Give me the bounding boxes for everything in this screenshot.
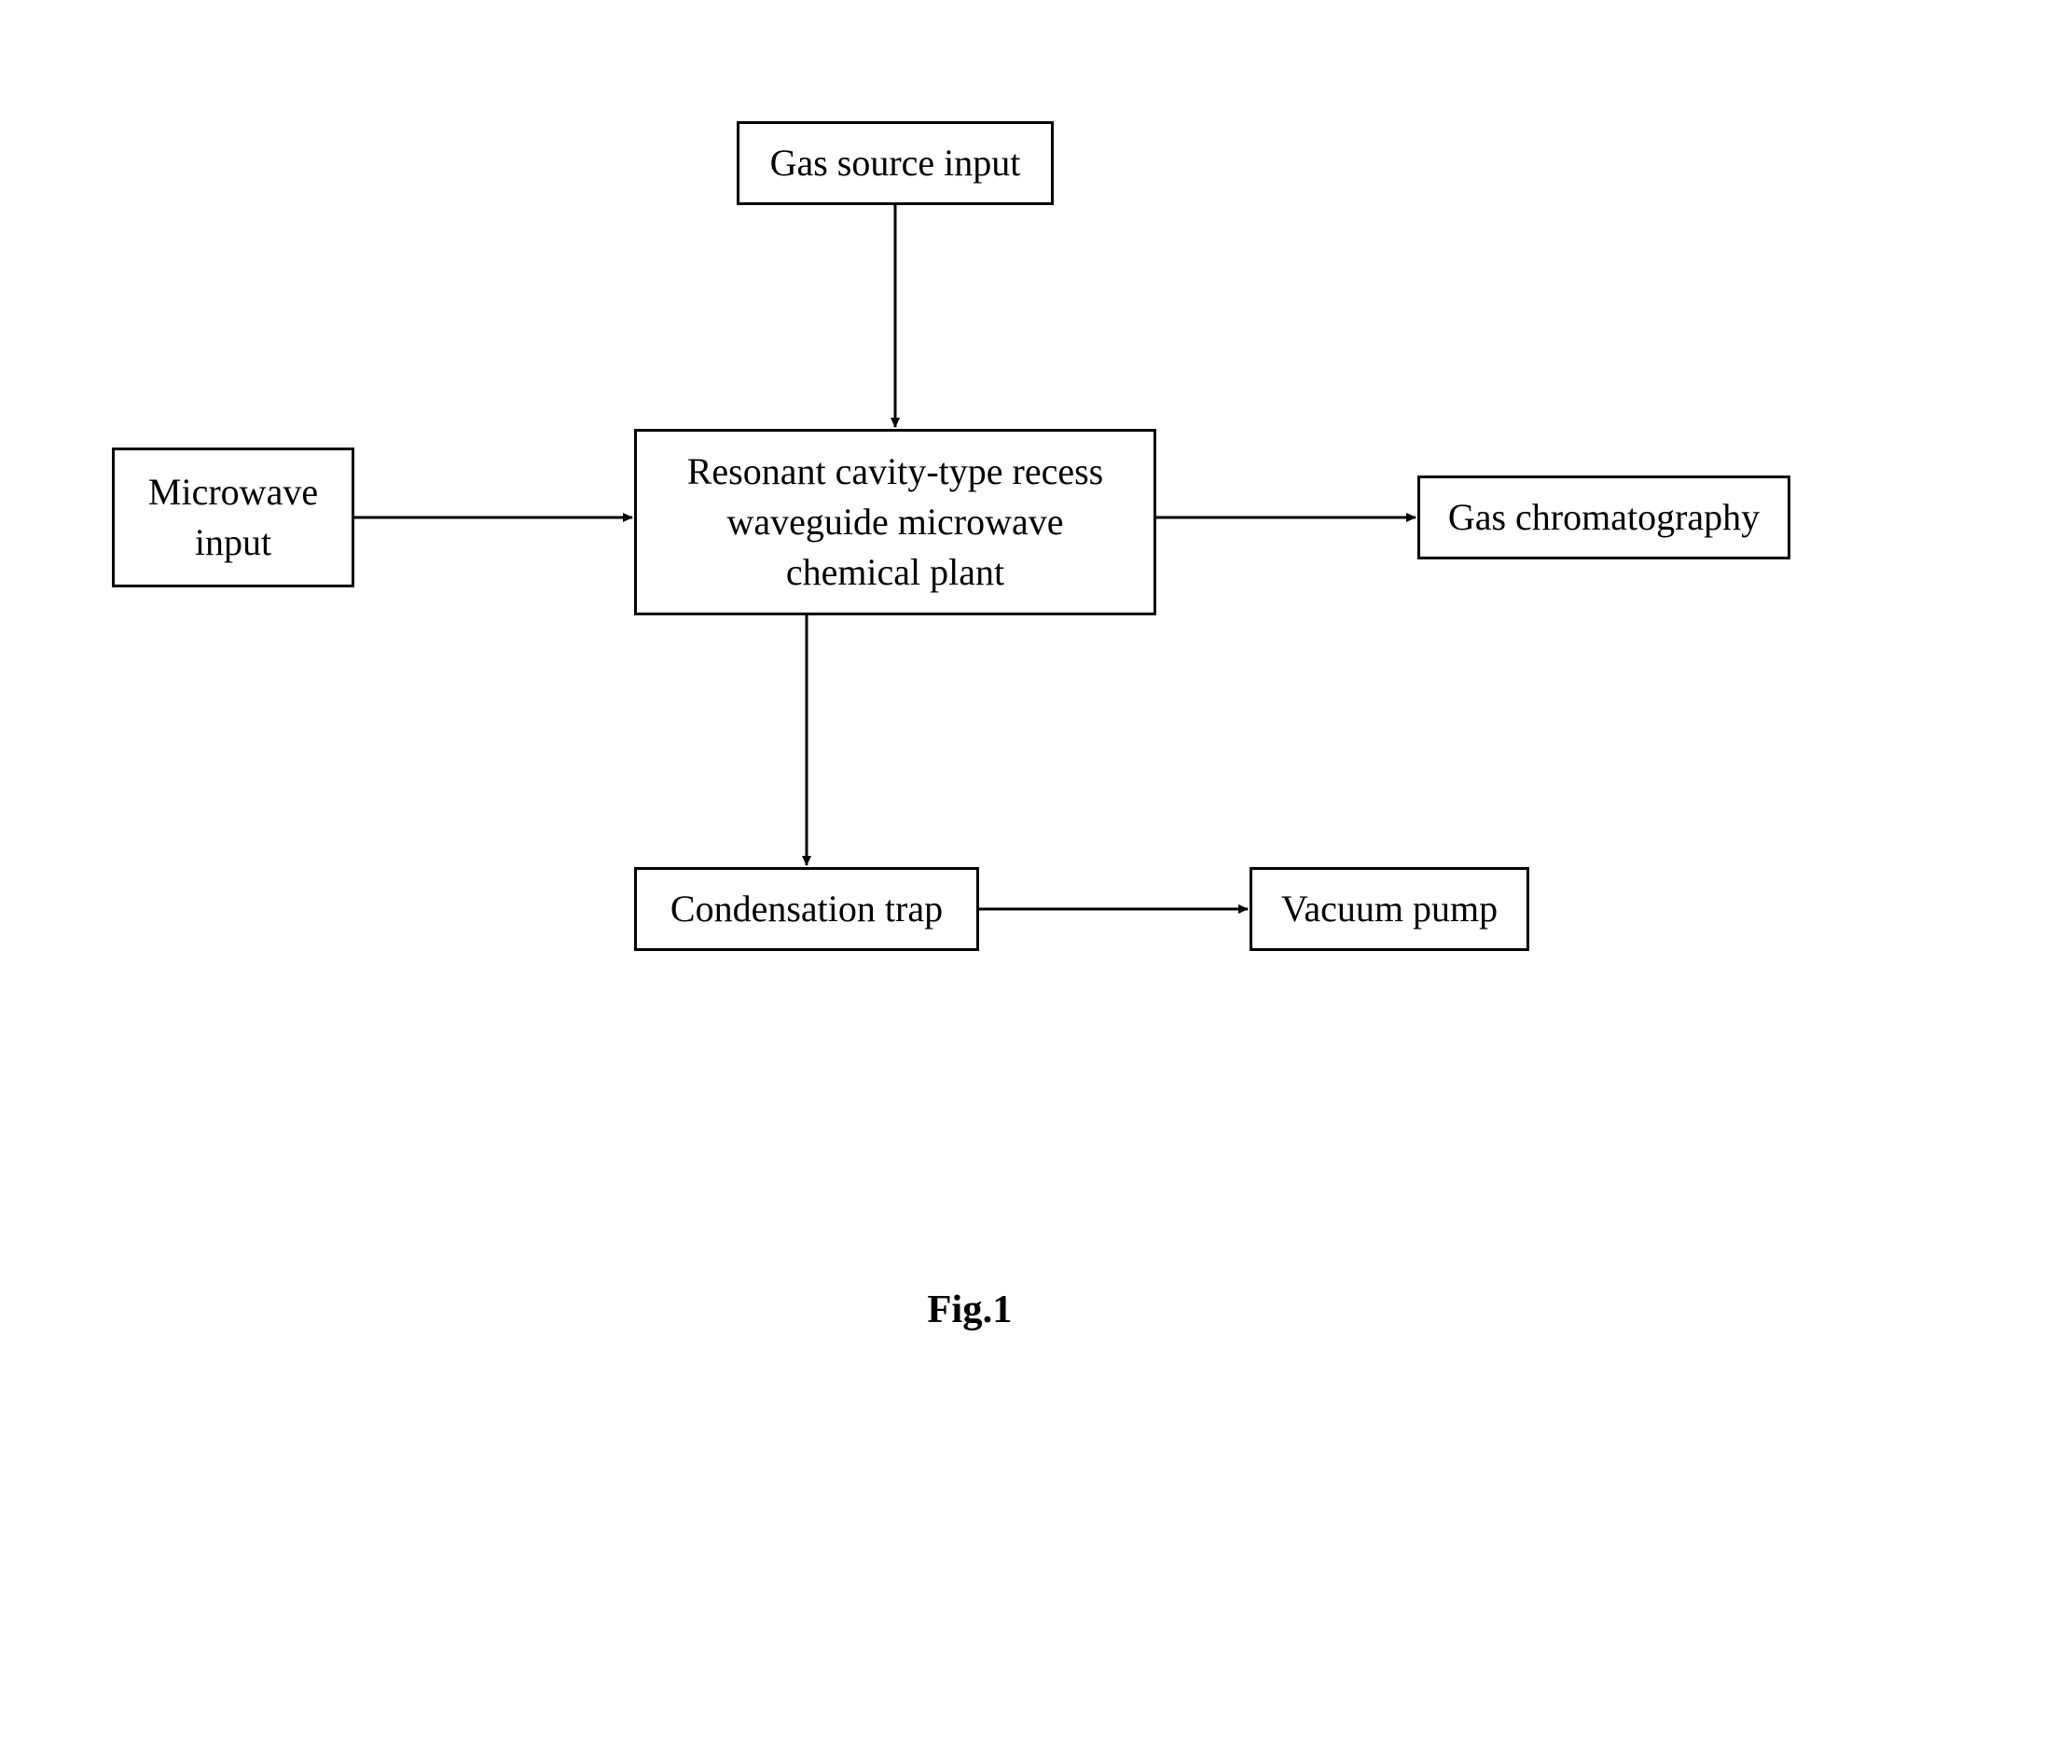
node-gas-chromatography: Gas chromatography — [1417, 475, 1790, 559]
node-vacuum-pump-label: Vacuum pump — [1281, 884, 1498, 934]
figure-caption: Fig.1 — [895, 1287, 1044, 1332]
node-reactor: Resonant cavity-type recesswaveguide mic… — [634, 429, 1156, 615]
node-reactor-label: Resonant cavity-type recesswaveguide mic… — [687, 447, 1104, 598]
edges-layer — [0, 0, 2072, 1764]
node-gas-source-label: Gas source input — [770, 138, 1021, 188]
node-gas-chromatography-label: Gas chromatography — [1448, 492, 1760, 543]
node-gas-source: Gas source input — [737, 121, 1054, 205]
node-condensation-trap-label: Condensation trap — [670, 884, 943, 934]
figure-caption-text: Fig.1 — [927, 1288, 1012, 1331]
node-microwave-input: Microwaveinput — [112, 448, 354, 587]
node-vacuum-pump: Vacuum pump — [1250, 867, 1529, 951]
node-microwave-input-label: Microwaveinput — [148, 467, 318, 568]
node-condensation-trap: Condensation trap — [634, 867, 979, 951]
